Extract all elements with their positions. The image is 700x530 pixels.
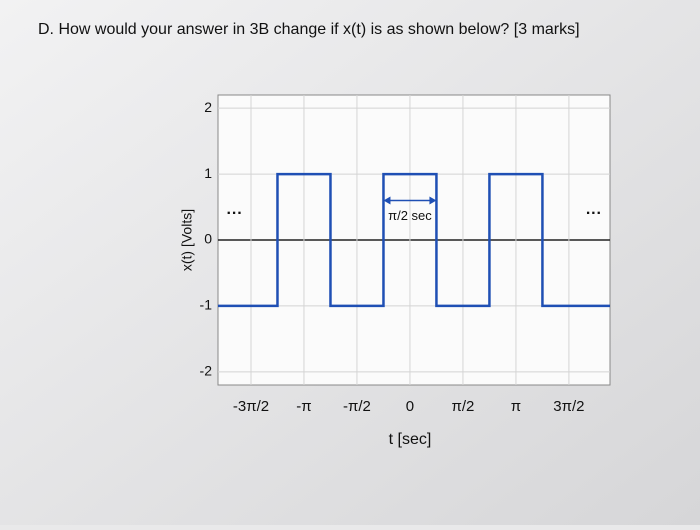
- x-tick-label: 3π/2: [553, 398, 584, 415]
- y-tick-label: -2: [200, 363, 213, 379]
- y-tick-label: 2: [204, 99, 212, 115]
- y-tick-label: -1: [200, 297, 213, 313]
- x-tick-label: -3π/2: [233, 398, 269, 415]
- y-tick-label: 0: [204, 231, 212, 247]
- y-tick-label: 1: [204, 165, 212, 181]
- x-tick-label: π/2: [452, 398, 475, 415]
- annotation: ···: [227, 205, 243, 222]
- arrow-head: [429, 196, 437, 205]
- x-tick-label: -π: [296, 398, 311, 415]
- x-tick-label: π: [511, 398, 521, 415]
- x-axis-label: t [sec]: [389, 431, 432, 448]
- question: D. How would your answer in 3B change if…: [38, 21, 580, 38]
- x-tick-label: 0: [406, 398, 414, 415]
- arrow-head: [383, 196, 391, 205]
- annotation: ···: [586, 205, 602, 222]
- x-tick-label: -π/2: [343, 398, 371, 415]
- annotation: π/2 sec: [388, 208, 432, 223]
- signal-line: [218, 172, 610, 308]
- y-axis-label: x(t) [Volts]: [179, 209, 195, 271]
